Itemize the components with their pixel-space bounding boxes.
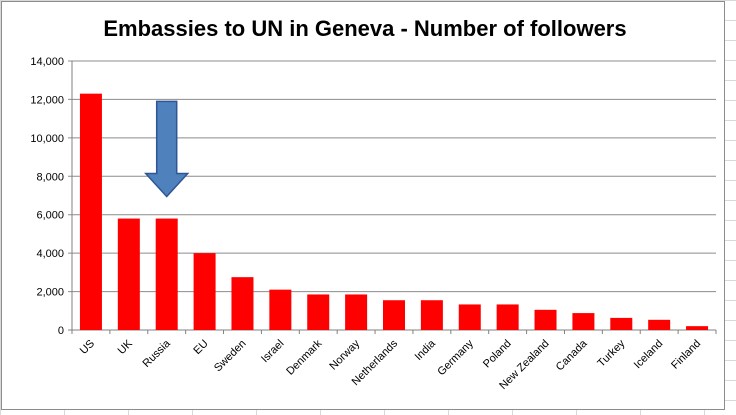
y-tick-label: 12,000 — [30, 94, 64, 106]
bar-new-zealand — [534, 309, 557, 330]
bar-norway — [345, 294, 368, 330]
bar-denmark — [307, 294, 330, 330]
y-tick-label: 8,000 — [36, 171, 64, 183]
bar-netherlands — [383, 300, 405, 330]
bar-israel — [269, 289, 292, 330]
y-tick-label: 2,000 — [36, 287, 64, 299]
x-tick-label: Canada — [554, 337, 590, 373]
bar-sweden — [231, 277, 254, 330]
chart-area[interactable]: Embassies to UN in Geneva - Number of fo… — [1, 1, 725, 410]
y-tick-label: 10,000 — [30, 133, 64, 145]
x-tick-label: EU — [191, 338, 210, 357]
x-tick-label: Poland — [481, 338, 514, 371]
y-tick-label: 4,000 — [36, 248, 64, 260]
bar-uk — [117, 218, 140, 330]
annotations — [144, 100, 190, 198]
bar-germany — [458, 304, 481, 330]
x-tick-label: Norway — [327, 337, 362, 372]
bar-iceland — [648, 319, 671, 330]
x-tick-label: Russia — [141, 337, 174, 370]
x-tick-label: Iceland — [632, 338, 666, 372]
bar-turkey — [610, 317, 633, 330]
y-tick-label: 0 — [58, 325, 64, 337]
bar-russia — [155, 218, 178, 330]
bars — [79, 93, 709, 331]
bar-poland — [496, 304, 519, 330]
x-tick-label: Turkey — [595, 337, 627, 369]
bar-us — [79, 93, 102, 331]
y-tick-label: 6,000 — [36, 210, 64, 222]
x-tick-label: Sweden — [212, 338, 249, 375]
bar-eu — [193, 253, 216, 330]
x-tick-label: Israel — [259, 338, 287, 366]
x-tick-label: UK — [116, 337, 136, 357]
chart-title: Embassies to UN in Geneva - Number of fo… — [103, 16, 627, 41]
x-tick-label: Germany — [435, 337, 476, 378]
bar-canada — [572, 313, 595, 330]
x-tick-label: Finland — [669, 338, 703, 372]
x-tick-label: India — [413, 337, 439, 363]
x-tick-label: US — [78, 338, 97, 357]
x-tick-label: Denmark — [284, 337, 324, 377]
y-tick-label: 14,000 — [30, 56, 64, 68]
y-axis: 0 2,000 4,000 6,000 8,000 10,000 12,000 14,000 — [30, 56, 73, 337]
bar-india — [420, 300, 443, 330]
down-arrow-icon — [144, 100, 190, 198]
bar-finland — [686, 326, 709, 330]
